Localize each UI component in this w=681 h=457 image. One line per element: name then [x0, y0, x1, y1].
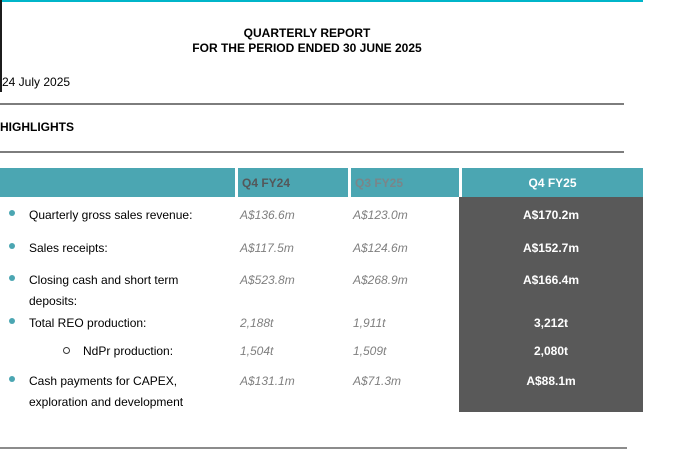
- row-value-q3-fy25: 1,509t: [353, 344, 387, 358]
- divider-line: [0, 103, 624, 105]
- row-label: NdPr production:: [29, 333, 235, 363]
- hollow-bullet-icon: [63, 347, 70, 354]
- row-value-q3-fy25: A$71.3m: [353, 374, 402, 388]
- table-row: Cash payments for CAPEX, exploration and…: [0, 363, 643, 409]
- row-label: Closing cash and short term deposits:: [29, 273, 179, 308]
- highlights-table: Q4 FY24 Q3 FY25 Q4 FY25 Quarterly gross …: [0, 168, 643, 412]
- row-value-q4-fy24: A$117.5m: [240, 241, 294, 255]
- row-value-q4-fy24: 2,188t: [240, 316, 274, 330]
- row-value-q4-fy25: A$170.2m: [459, 197, 643, 230]
- row-value-q4-fy25: A$152.7m: [459, 230, 643, 262]
- row-value-q4-fy24: 1,504t: [240, 344, 274, 358]
- highlight-column-footer: [459, 403, 643, 412]
- top-accent-line: [0, 0, 643, 2]
- row-value-q4-fy24: A$523.8m: [240, 273, 295, 287]
- bullet-icon: [9, 210, 15, 216]
- column-header-q4-fy24: Q4 FY24: [235, 168, 348, 197]
- divider-line: [0, 447, 627, 449]
- row-label: Cash payments for CAPEX, exploration and…: [29, 374, 184, 409]
- row-value-q3-fy25: 1,911t: [353, 316, 386, 330]
- row-label: Sales receipts:: [29, 241, 108, 255]
- row-value-q4-fy24: A$131.1m: [240, 374, 295, 388]
- section-heading: HIGHLIGHTS: [0, 120, 74, 134]
- row-value-q4-fy25: A$166.4m: [459, 262, 643, 305]
- table-header-spacer: [0, 168, 235, 197]
- report-date: 24 July 2025: [2, 75, 71, 89]
- row-value-q3-fy25: A$123.0m: [353, 208, 408, 222]
- table-row-filler: [0, 403, 643, 412]
- row-value-q3-fy25: A$124.6m: [353, 241, 408, 255]
- left-edge-line: [0, 0, 2, 92]
- table-row: Sales receipts: A$117.5m A$124.6m A$152.…: [0, 230, 643, 262]
- bullet-icon: [9, 318, 15, 324]
- row-value-q4-fy25: 2,080t: [459, 333, 643, 363]
- report-title: QUARTERLY REPORT: [243, 26, 371, 40]
- row-label: Total REO production:: [29, 316, 147, 330]
- table-row: Closing cash and short term deposits: A$…: [0, 262, 643, 308]
- column-header-q3-fy25: Q3 FY25: [348, 168, 459, 197]
- divider-line: [0, 151, 624, 153]
- table-row-sub: NdPr production: 1,504t 1,509t 2,080t: [0, 333, 643, 363]
- row-value-q3-fy25: A$268.9m: [353, 273, 408, 287]
- row-value-q4-fy24: A$136.6m: [240, 208, 295, 222]
- bullet-icon: [9, 376, 15, 382]
- column-header-q4-fy25: Q4 FY25: [459, 168, 643, 197]
- row-label: Quarterly gross sales revenue:: [29, 208, 193, 222]
- row-value-q4-fy25: A$88.1m: [459, 363, 643, 403]
- bullet-icon: [9, 275, 15, 281]
- report-title-block: QUARTERLY REPORT FOR THE PERIOD ENDED 30…: [0, 26, 614, 56]
- table-row: Quarterly gross sales revenue: A$136.6m …: [0, 197, 643, 230]
- bullet-icon: [9, 243, 15, 249]
- row-value-q4-fy25: 3,212t: [459, 305, 643, 333]
- report-subtitle: FOR THE PERIOD ENDED 30 JUNE 2025: [192, 41, 422, 55]
- table-row: Total REO production: 2,188t 1,911t 3,21…: [0, 305, 643, 333]
- table-header-row: Q4 FY24 Q3 FY25 Q4 FY25: [0, 168, 643, 197]
